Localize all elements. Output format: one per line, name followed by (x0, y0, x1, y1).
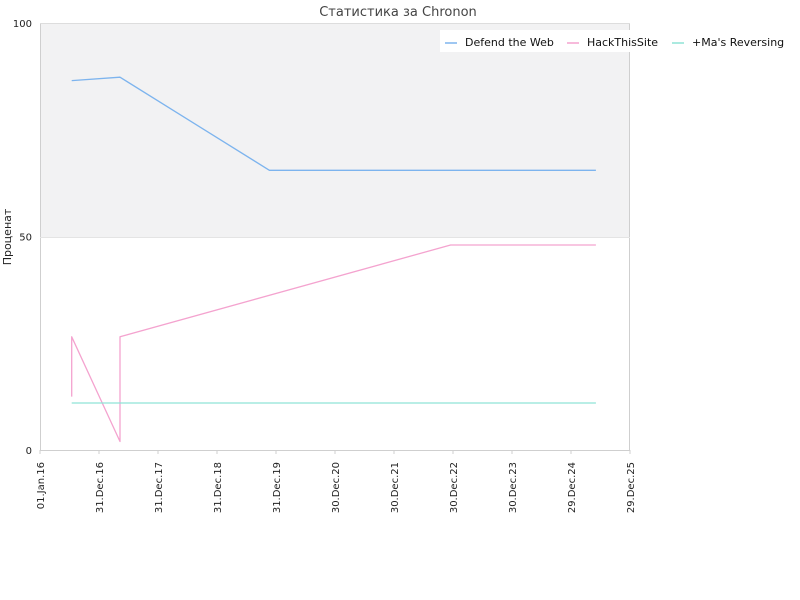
y-ticks: 0 50 100 (13, 19, 32, 457)
y-axis-label: Проценат (1, 208, 14, 265)
legend: Defend the Web HackThisSite +Ma's Reversin… (440, 30, 790, 52)
legend-label: Defend the Web (465, 36, 554, 49)
series-line (71, 76, 596, 171)
legend-label: +Ma's Reversing (692, 36, 784, 49)
x-tick-label: 30.Dec.20 (331, 462, 342, 513)
x-tick-label: 01.Jan.16 (36, 462, 47, 509)
y-tick-label: 0 (26, 446, 32, 457)
x-tick-label: 31.Dec.17 (154, 462, 165, 513)
series-line (71, 244, 596, 443)
x-tick-label: 29.Dec.24 (567, 462, 578, 513)
plot-shaded-band (40, 23, 630, 237)
x-tick-label: 30.Dec.21 (390, 462, 401, 513)
x-tick-label: 31.Dec.16 (95, 462, 106, 513)
x-ticks: 01.Jan.16 31.Dec.16 31.Dec.17 31.Dec.18 31.D… (36, 450, 637, 513)
x-tick-label: 30.Dec.23 (508, 462, 519, 513)
x-tick-label: 31.Dec.19 (272, 462, 283, 513)
y-tick-label: 100 (13, 19, 32, 30)
y-tick-label: 50 (19, 233, 32, 244)
x-tick-label: 30.Dec.22 (449, 462, 460, 513)
legend-background (440, 30, 790, 52)
chart-title: Статистика за Chronon (319, 5, 477, 20)
legend-label: HackThisSite (587, 36, 658, 49)
x-tick-label: 31.Dec.18 (213, 462, 224, 513)
x-tick-label: 29.Dec.25 (626, 462, 637, 513)
series-lines (71, 76, 596, 443)
